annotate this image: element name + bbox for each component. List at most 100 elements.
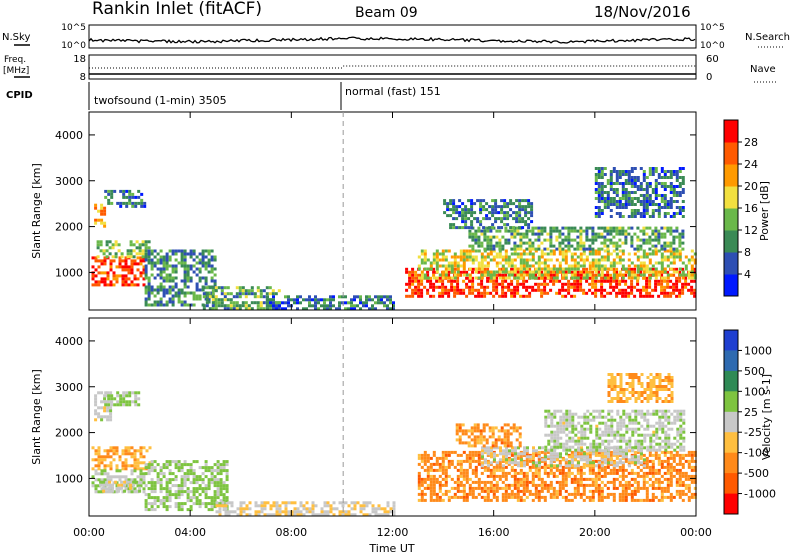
power-cell bbox=[543, 264, 547, 268]
velocity-cell bbox=[486, 480, 490, 484]
power-cell bbox=[210, 267, 214, 271]
power-cell bbox=[118, 259, 122, 263]
power-cell bbox=[495, 241, 499, 245]
power-cell bbox=[486, 235, 490, 239]
velocity-cell bbox=[133, 458, 137, 462]
velocity-cell bbox=[133, 449, 137, 453]
velocity-cell bbox=[537, 450, 541, 454]
power-cell bbox=[281, 301, 284, 305]
power-cell bbox=[648, 238, 652, 242]
power-cell bbox=[672, 285, 676, 289]
velocity-cell bbox=[311, 501, 315, 505]
power-cell bbox=[174, 252, 178, 256]
power-cell bbox=[651, 244, 655, 248]
power-cell bbox=[142, 283, 146, 287]
power-cell bbox=[107, 198, 111, 202]
velocity-cell bbox=[97, 391, 101, 395]
power-cell bbox=[606, 255, 610, 259]
power-cell bbox=[456, 273, 460, 277]
velocity-cell bbox=[153, 487, 157, 491]
velocity-cell bbox=[669, 456, 673, 460]
power-cell bbox=[555, 276, 559, 280]
velocity-cell bbox=[498, 486, 502, 490]
power-cell bbox=[675, 285, 679, 289]
power-cell bbox=[612, 276, 616, 280]
power-cell bbox=[600, 200, 604, 203]
velocity-cell bbox=[507, 471, 511, 475]
velocity-cell bbox=[462, 459, 466, 463]
velocity-cell bbox=[114, 480, 118, 484]
velocity-cell bbox=[624, 495, 628, 499]
y-tick-label: 4000 bbox=[55, 129, 83, 142]
power-cell bbox=[114, 255, 118, 259]
power-cell bbox=[299, 301, 302, 305]
power-cell bbox=[534, 288, 538, 292]
power-cell bbox=[446, 205, 450, 209]
velocity-cell bbox=[547, 433, 551, 437]
power-cell bbox=[456, 267, 460, 271]
power-cell bbox=[371, 304, 374, 308]
y-tick-label: 3000 bbox=[55, 175, 83, 188]
power-cell bbox=[633, 215, 637, 218]
velocity-cell bbox=[438, 498, 442, 502]
power-cell bbox=[534, 282, 538, 286]
velocity-cell bbox=[624, 492, 628, 496]
power-cell bbox=[497, 217, 501, 221]
power-cell bbox=[510, 294, 514, 298]
velocity-cell bbox=[663, 465, 667, 469]
power-cell bbox=[174, 276, 178, 280]
power-cell bbox=[459, 249, 463, 253]
power-cell bbox=[669, 285, 673, 289]
velocity-cell bbox=[513, 480, 517, 484]
power-cell bbox=[528, 276, 532, 280]
power-cell bbox=[678, 270, 682, 274]
velocity-cell bbox=[543, 471, 547, 475]
power-cell bbox=[660, 232, 664, 236]
power-cell bbox=[576, 255, 580, 259]
velocity-cell bbox=[498, 465, 502, 469]
power-cell bbox=[666, 255, 670, 259]
velocity-cell bbox=[359, 507, 363, 511]
power-cell bbox=[195, 261, 199, 265]
velocity-cell bbox=[573, 492, 577, 496]
power-cell bbox=[311, 298, 314, 302]
power-cell bbox=[110, 192, 114, 196]
velocity-cell bbox=[492, 465, 496, 469]
power-cell bbox=[654, 252, 658, 256]
power-cell bbox=[521, 205, 525, 209]
velocity-cell bbox=[204, 493, 208, 497]
power-cell bbox=[386, 298, 389, 302]
velocity-cell bbox=[489, 483, 493, 487]
velocity-cell bbox=[139, 484, 143, 488]
velocity-cell bbox=[426, 468, 430, 472]
power-cell bbox=[663, 182, 667, 185]
velocity-cell bbox=[528, 468, 532, 472]
power-cell bbox=[498, 270, 502, 274]
velocity-cell bbox=[417, 474, 421, 478]
power-cell bbox=[518, 199, 522, 203]
power-cell bbox=[462, 258, 466, 262]
power-cell bbox=[138, 246, 142, 250]
power-cell bbox=[256, 289, 260, 293]
velocity-cell bbox=[525, 474, 529, 478]
power-cell bbox=[522, 249, 526, 253]
power-cell bbox=[564, 238, 568, 242]
power-cell bbox=[516, 252, 520, 256]
velocity-cell bbox=[97, 461, 101, 465]
power-cell bbox=[681, 191, 685, 194]
velocity-cell bbox=[192, 469, 196, 473]
power-cell bbox=[684, 279, 688, 283]
power-cell bbox=[573, 285, 577, 289]
power-cell bbox=[137, 189, 141, 193]
power-cell bbox=[492, 276, 496, 280]
velocity-cell bbox=[555, 492, 559, 496]
velocity-cell bbox=[675, 471, 679, 475]
velocity-cell bbox=[109, 406, 113, 410]
power-cell bbox=[672, 291, 676, 295]
velocity-cell bbox=[144, 508, 148, 512]
velocity-cell bbox=[311, 507, 315, 511]
velocity-cell bbox=[420, 465, 424, 469]
velocity-cell bbox=[504, 483, 508, 487]
power-cell bbox=[389, 298, 392, 302]
power-cell bbox=[238, 304, 242, 308]
